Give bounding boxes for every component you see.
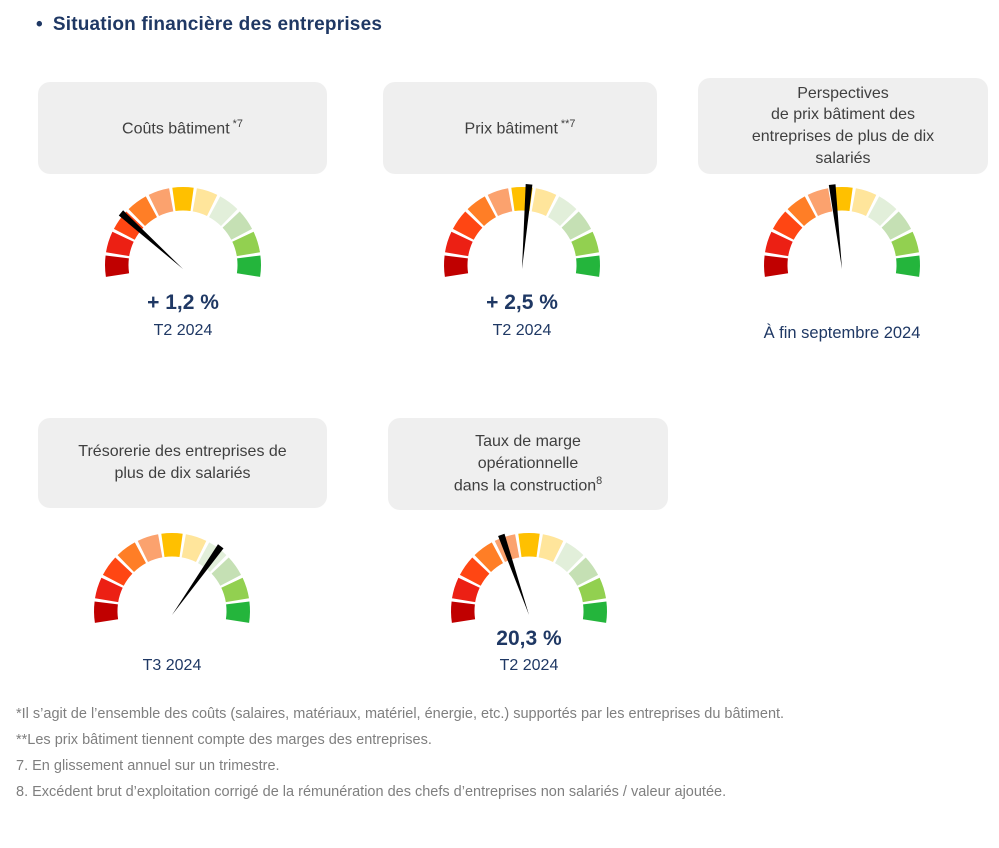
gauge-needle bbox=[522, 184, 533, 269]
gauge-segment bbox=[452, 211, 483, 240]
footnote-couts: *Il s’agit de l’ensemble des coûts (sala… bbox=[16, 706, 785, 722]
card-prix-batiment: Prix bâtiment **7 bbox=[383, 82, 657, 174]
gauge-segment bbox=[807, 188, 833, 216]
gauge-segment bbox=[851, 188, 877, 216]
gauge-segment bbox=[232, 231, 260, 257]
gauge-segment bbox=[445, 231, 473, 257]
gauge-segment bbox=[94, 601, 119, 623]
card-title-perspectives-prix: Perspectives de prix bâtiment des entrepri… bbox=[751, 84, 935, 167]
card-couts-batiment: Coûts bâtiment *7 bbox=[38, 82, 327, 174]
gauge-segment bbox=[236, 255, 261, 277]
period-label-taux-de-marge: T2 2024 bbox=[499, 657, 559, 674]
gauge-dial-prix-batiment bbox=[444, 184, 600, 277]
gauge-segment bbox=[222, 211, 253, 240]
gauge-segment bbox=[444, 255, 469, 277]
gauge-segment bbox=[161, 532, 183, 557]
gauge-segment bbox=[881, 211, 912, 240]
footnote-prix: **Les prix bâtiment tiennent compte des … bbox=[16, 732, 432, 748]
gauge-segment bbox=[561, 211, 592, 240]
gauge-segment bbox=[538, 534, 564, 562]
gauge-segment bbox=[772, 211, 803, 240]
gauge-segment bbox=[764, 255, 789, 277]
gauge-segment bbox=[474, 542, 503, 572]
value-label-couts-batiment: + 1,2 % bbox=[147, 291, 219, 314]
gauge-segment bbox=[128, 196, 157, 226]
card-title-couts-batiment: Coûts bâtiment *7 bbox=[122, 117, 243, 137]
superscript-note: *7 bbox=[229, 117, 243, 130]
gauge-segment bbox=[172, 186, 194, 211]
gauge-needle bbox=[118, 210, 183, 269]
gauge-segment bbox=[575, 255, 600, 277]
gauge-segment bbox=[895, 255, 920, 277]
gauge-dial-taux-de-marge bbox=[451, 532, 607, 623]
gauge-segment bbox=[568, 557, 599, 586]
period-label-couts-batiment: T2 2024 bbox=[153, 322, 213, 339]
gauge-segment bbox=[868, 196, 897, 226]
gauge-segment bbox=[487, 188, 513, 216]
footnotes: *Il s’agit de l’ensemble des coûts (sala… bbox=[16, 701, 868, 805]
gauge-segment bbox=[148, 188, 174, 216]
gauge-segment bbox=[95, 577, 123, 603]
page-title: • Situation financière des entreprises bbox=[36, 14, 382, 36]
gauge-dial-perspectives-prix bbox=[764, 184, 920, 277]
gauge-segment bbox=[452, 577, 480, 603]
gauge-dial-tresorerie bbox=[94, 532, 250, 623]
card-perspectives-prix: Perspectives de prix bâtiment des entrepri… bbox=[698, 78, 988, 174]
gauge-segment bbox=[181, 534, 207, 562]
gauge-segment bbox=[105, 255, 130, 277]
gauge-segment bbox=[578, 577, 606, 603]
gauge-segment bbox=[221, 577, 249, 603]
period-label-perspectives-prix: À fin septembre 2024 bbox=[763, 324, 921, 342]
gauge-segment bbox=[518, 532, 540, 557]
gauge-segment bbox=[571, 231, 599, 257]
gauge-segment bbox=[225, 601, 250, 623]
value-label-prix-batiment: + 2,5 % bbox=[486, 291, 558, 314]
gauge-needle bbox=[498, 533, 529, 615]
gauge-segment bbox=[891, 231, 919, 257]
gauge-needle bbox=[172, 544, 224, 615]
gauge-segment bbox=[106, 231, 134, 257]
gauge-segment bbox=[459, 557, 490, 586]
gauge-segment bbox=[113, 211, 144, 240]
gauge-segment bbox=[102, 557, 133, 586]
gauge-needle bbox=[828, 184, 842, 269]
gauge-segment bbox=[117, 542, 146, 572]
page-title-text: Situation financière des entreprises bbox=[52, 14, 383, 35]
gauge-segment bbox=[209, 196, 238, 226]
card-tresorerie: Trésorerie des entreprises de plus de dix… bbox=[38, 418, 327, 508]
gauge-segment bbox=[137, 534, 163, 562]
gauge-dial-couts-batiment bbox=[105, 186, 261, 277]
superscript-note: 8 bbox=[596, 475, 603, 488]
card-taux-de-marge: Taux de marge opérationnelle dans la const… bbox=[388, 418, 668, 510]
gauge-segment bbox=[192, 188, 218, 216]
gauge-segment bbox=[548, 196, 577, 226]
period-label-prix-batiment: T2 2024 bbox=[492, 322, 552, 339]
gauge-segment bbox=[211, 557, 242, 586]
gauge-segment bbox=[451, 601, 476, 623]
period-label-tresorerie: T3 2024 bbox=[142, 657, 202, 674]
gauge-segment bbox=[531, 188, 557, 216]
card-title-tresorerie: Trésorerie des entreprises de plus de dix… bbox=[78, 443, 287, 482]
gauge-segment bbox=[555, 542, 584, 572]
value-label-taux-de-marge: 20,3 % bbox=[496, 627, 562, 650]
gauge-segment bbox=[765, 231, 793, 257]
card-title-taux-de-marge: Taux de marge opérationnelle dans la const… bbox=[453, 432, 603, 495]
gauge-segment bbox=[787, 196, 816, 226]
superscript-note: **7 bbox=[557, 117, 576, 130]
card-title-prix-batiment: Prix bâtiment **7 bbox=[464, 117, 576, 137]
footnote-7: 7. En glissement annuel sur un trimestre… bbox=[16, 758, 280, 774]
gauge-segment bbox=[582, 601, 607, 623]
footnote-8: 8. Excédent brut d’exploitation corrigé … bbox=[16, 784, 727, 800]
bullet-icon: • bbox=[36, 14, 43, 35]
gauge-segment bbox=[467, 196, 496, 226]
